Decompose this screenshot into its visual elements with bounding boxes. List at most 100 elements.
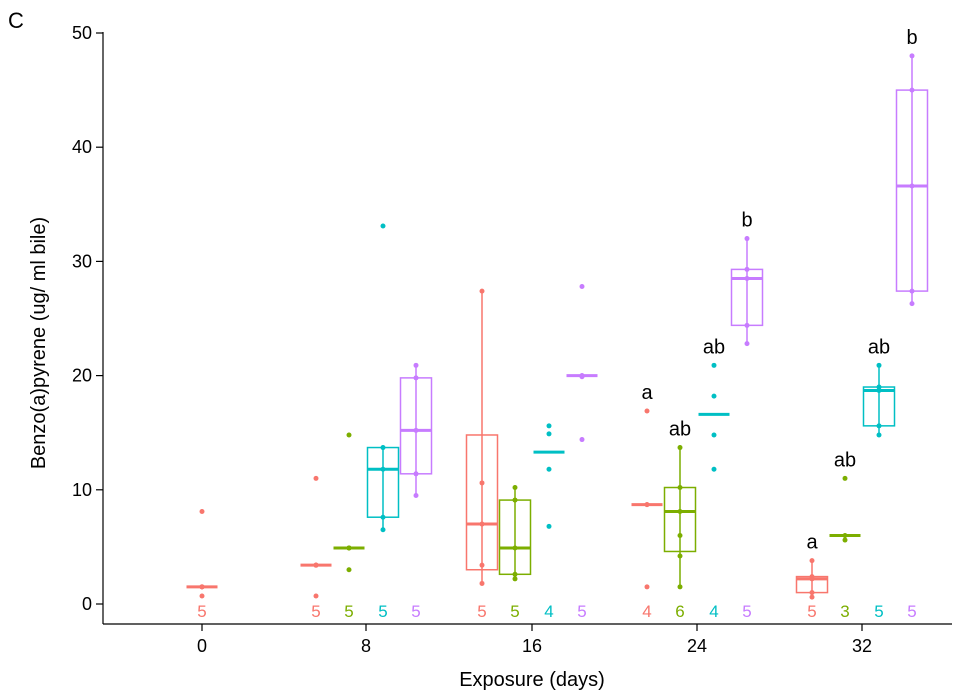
box-group: 5 <box>366 223 400 621</box>
data-point <box>876 362 882 368</box>
data-point <box>876 384 882 390</box>
data-point <box>644 502 650 508</box>
sample-size-label: 5 <box>510 602 519 621</box>
data-point <box>842 537 848 543</box>
data-point <box>842 532 848 538</box>
box-group: 5 <box>465 288 499 621</box>
box-group: 4 ab <box>698 336 730 621</box>
data-point <box>413 493 419 499</box>
sample-size-label: 5 <box>344 602 353 621</box>
data-point <box>413 427 419 433</box>
data-point <box>546 523 552 529</box>
data-point <box>579 284 585 290</box>
box-group: 5 <box>498 485 532 621</box>
box-group: 6 ab <box>663 419 697 621</box>
sample-size-label: 5 <box>378 602 387 621</box>
sample-size-label: 4 <box>642 602 651 621</box>
data-point <box>909 301 915 307</box>
data-point <box>876 432 882 438</box>
y-tick-label: 20 <box>72 366 92 386</box>
y-axis-title: Benzo(a)pyrene (ug/ ml bile) <box>28 217 50 469</box>
data-point <box>413 362 419 368</box>
data-point <box>380 223 386 229</box>
data-point <box>579 437 585 443</box>
data-point <box>380 514 386 520</box>
y-tick-label: 0 <box>82 594 92 614</box>
data-point <box>346 545 352 551</box>
x-tick-label: 24 <box>687 636 707 656</box>
data-point <box>479 480 485 486</box>
sample-size-label: 5 <box>807 602 816 621</box>
data-point <box>313 593 319 599</box>
data-point <box>744 276 750 282</box>
panel-label: C <box>8 8 24 33</box>
sample-size-label: 4 <box>709 602 718 621</box>
data-point <box>809 558 815 564</box>
box-group: 5 <box>186 508 218 621</box>
sample-size-label: 3 <box>840 602 849 621</box>
y-tick-label: 40 <box>72 137 92 157</box>
data-point <box>199 508 205 514</box>
x-axis: 0 8 16 24 32 <box>103 623 952 656</box>
data-point <box>644 584 650 590</box>
data-point <box>380 445 386 451</box>
box-group: 5 <box>566 284 598 621</box>
significance-letter: b <box>741 210 752 232</box>
box-group: 5 <box>300 475 332 621</box>
x-tick-label: 8 <box>361 636 371 656</box>
data-point <box>346 432 352 438</box>
significance-letter: b <box>906 27 917 49</box>
y-tick-label: 50 <box>72 23 92 43</box>
data-point <box>876 387 882 393</box>
data-point <box>744 322 750 328</box>
data-point <box>644 408 650 414</box>
y-tick-label: 10 <box>72 480 92 500</box>
sample-size-label: 6 <box>675 602 684 621</box>
data-point <box>842 475 848 481</box>
data-point <box>677 485 683 491</box>
data-point <box>809 576 815 582</box>
data-point <box>479 521 485 527</box>
data-point <box>479 580 485 586</box>
data-point <box>711 362 717 368</box>
data-point <box>380 527 386 533</box>
box-group: 3 ab <box>829 449 861 621</box>
box-group: 5 <box>399 362 433 621</box>
significance-letter: a <box>641 382 653 404</box>
y-tick-label: 30 <box>72 251 92 271</box>
data-point <box>579 373 585 379</box>
data-point <box>512 545 518 551</box>
data-point <box>677 553 683 559</box>
data-point <box>809 594 815 600</box>
data-point <box>380 466 386 472</box>
data-point <box>809 590 815 596</box>
sample-size-label: 5 <box>874 602 883 621</box>
x-axis-title: Exposure (days) <box>459 669 605 691</box>
data-point <box>744 266 750 272</box>
data-point <box>199 593 205 599</box>
data-point <box>677 508 683 514</box>
data-point <box>479 288 485 294</box>
data-point <box>909 288 915 294</box>
data-point <box>711 432 717 438</box>
data-point <box>313 475 319 481</box>
box-group: 4 <box>533 423 565 621</box>
x-tick-label: 32 <box>852 636 872 656</box>
x-tick-label: 0 <box>197 636 207 656</box>
sample-size-label: 5 <box>411 602 420 621</box>
data-point <box>909 183 915 189</box>
data-point <box>413 375 419 381</box>
sample-size-label: 5 <box>311 602 320 621</box>
data-point <box>677 532 683 538</box>
significance-letter: ab <box>669 419 691 441</box>
data-point <box>199 584 205 590</box>
data-point <box>677 445 683 451</box>
data-point <box>413 471 419 477</box>
data-point <box>512 576 518 582</box>
significance-letter: a <box>806 532 818 554</box>
data-point <box>546 423 552 429</box>
data-point <box>546 431 552 437</box>
sample-size-label: 5 <box>197 602 206 621</box>
